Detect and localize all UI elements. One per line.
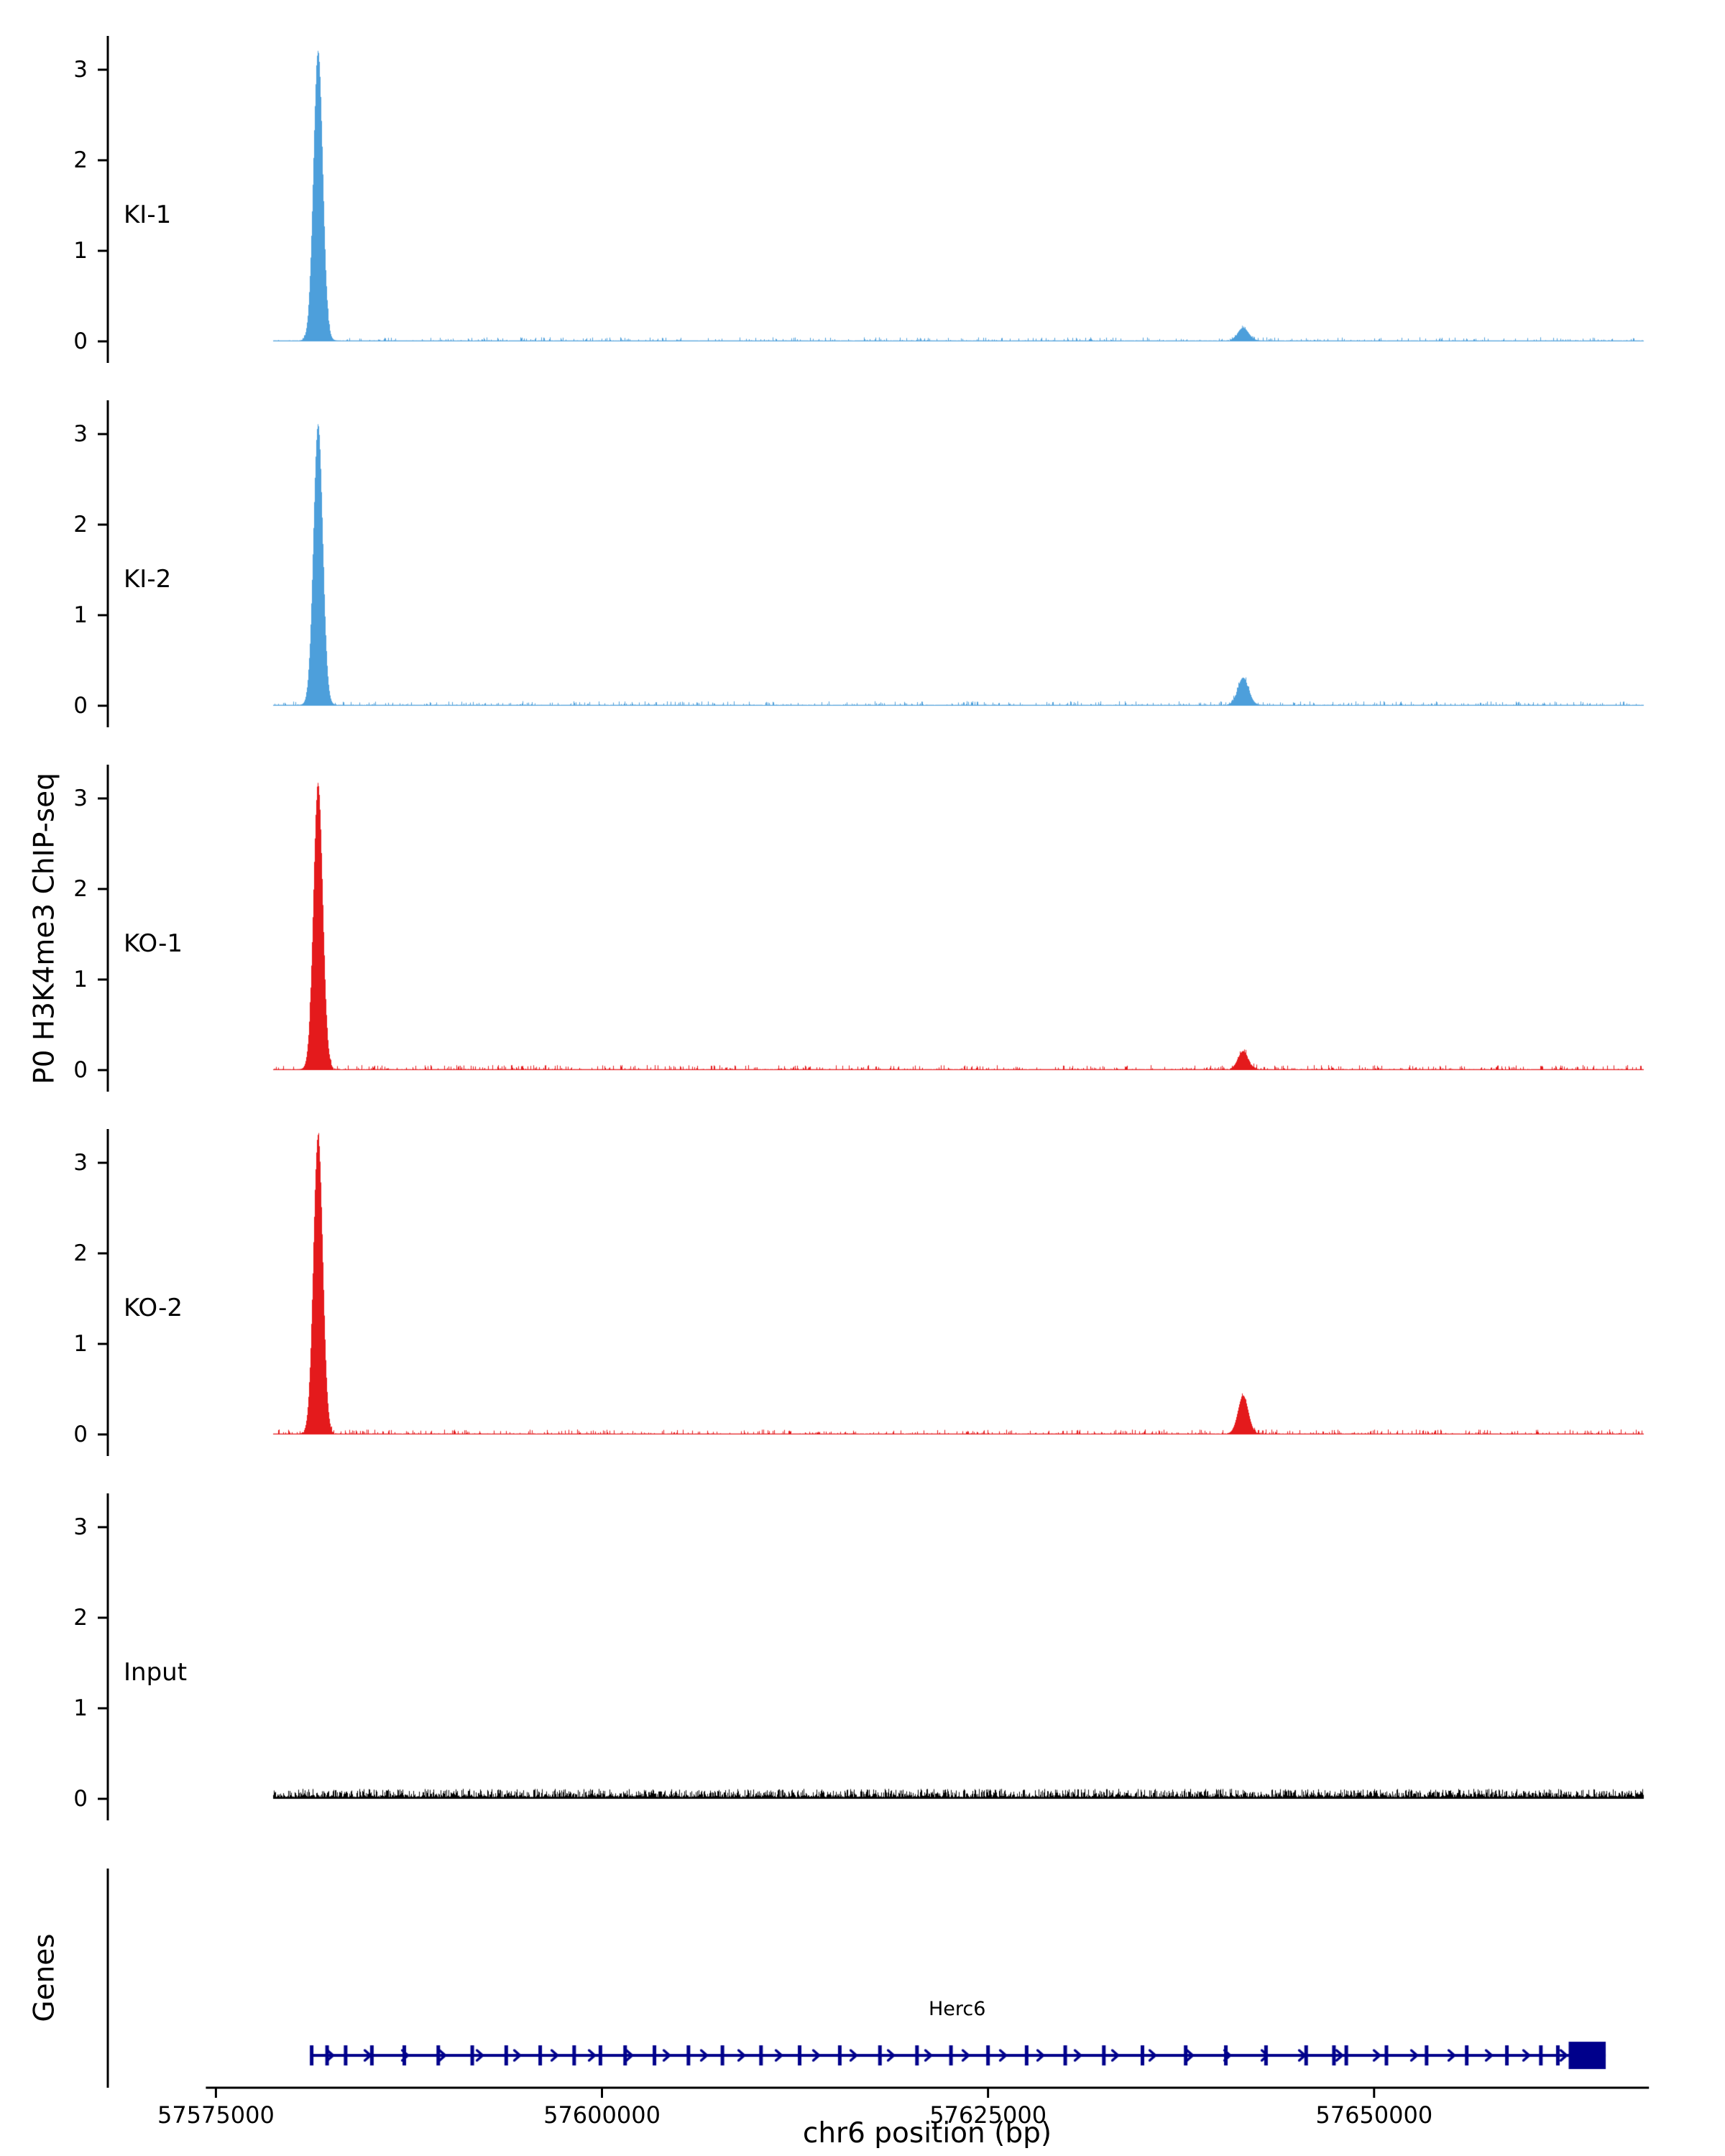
genes-panel: Herc6 [0, 1869, 1725, 2088]
y-tick-label: 0 [73, 1422, 88, 1447]
track-label: Input [124, 1657, 188, 1687]
x-tick-label: 57625000 [929, 2101, 1047, 2129]
track-panel-input: 0 1 2 3 Input [0, 1493, 1725, 1820]
y-tick-label: 3 [73, 1514, 88, 1540]
y-tick-label: 3 [73, 421, 88, 447]
y-tick-label: 3 [73, 786, 88, 811]
x-tick-label: 57575000 [157, 2101, 275, 2129]
x-tick-label: 57600000 [543, 2101, 661, 2129]
coverage-signal-ko-2 [0, 1129, 1725, 1456]
y-tick-label: 2 [73, 512, 88, 538]
y-tick-label: 2 [73, 1240, 88, 1266]
y-tick-label: 1 [73, 1331, 88, 1357]
y-tick-label: 2 [73, 147, 88, 173]
y-tick-label: 1 [73, 602, 88, 628]
track-label: KO-2 [124, 1293, 183, 1322]
x-axis [206, 2086, 1650, 2098]
x-axis-label: chr6 position (bp) [802, 2117, 1052, 2150]
y-tick-label: 0 [73, 328, 88, 354]
coverage-signal-ko-1 [0, 765, 1725, 1092]
track-panel-ko-2: 0 1 2 3 KO-2 [0, 1129, 1725, 1456]
x-tick-label: 57650000 [1315, 2101, 1433, 2129]
gene-name-label: Herc6 [928, 1998, 986, 2020]
y-axis [98, 1129, 109, 1456]
y-tick-label: 2 [73, 1605, 88, 1631]
y-tick-label: 2 [73, 876, 88, 902]
track-panel-ko-1: 0 1 2 3 KO-1 [0, 765, 1725, 1092]
y-axis [98, 400, 109, 727]
track-label: KO-1 [124, 929, 183, 958]
y-tick-label: 1 [73, 238, 88, 264]
y-tick-label: 3 [73, 57, 88, 83]
track-label: KI-2 [124, 564, 172, 594]
coverage-signal-ki-1 [0, 36, 1725, 363]
track-panel-ki-1: 0 1 2 3 KI-1 [0, 36, 1725, 363]
coverage-signal-input [0, 1493, 1725, 1820]
y-tick-label: 0 [73, 1057, 88, 1083]
track-panel-ki-2: 0 1 2 3 KI-2 [0, 400, 1725, 727]
gene-model-herc6 [0, 1869, 1725, 2088]
y-axis [98, 1493, 109, 1820]
y-tick-label: 3 [73, 1150, 88, 1176]
y-tick-label: 1 [73, 967, 88, 992]
y-axis [98, 36, 109, 363]
coverage-signal-ki-2 [0, 400, 1725, 727]
y-tick-label: 0 [73, 1786, 88, 1812]
y-axis [98, 765, 109, 1092]
y-tick-label: 0 [73, 693, 88, 719]
track-label: KI-1 [124, 200, 172, 229]
y-tick-label: 1 [73, 1695, 88, 1721]
